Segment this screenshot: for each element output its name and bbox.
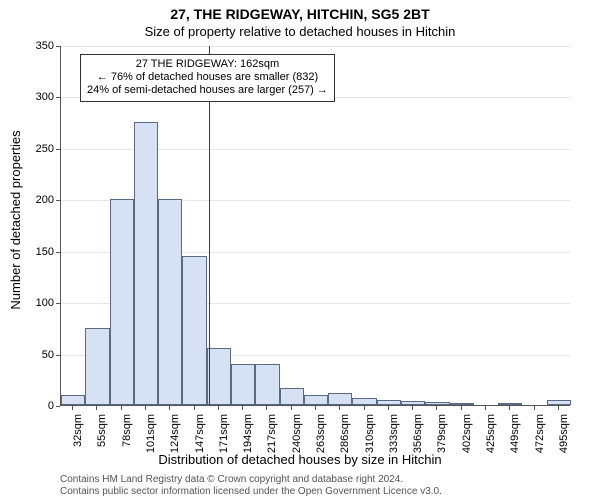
annotation-line: 24% of semi-detached houses are larger (… (87, 84, 328, 97)
y-tick-mark (56, 303, 60, 304)
annotation-box: 27 THE RIDGEWAY: 162sqm← 76% of detached… (80, 54, 335, 102)
y-tick-mark (56, 46, 60, 47)
x-tick-mark (72, 406, 73, 410)
y-tick-label: 200 (14, 194, 54, 206)
x-tick-label: 356sqm (412, 414, 424, 464)
x-tick-label: 147sqm (194, 414, 206, 464)
x-tick-label: 263sqm (315, 414, 327, 464)
chart-title-sub: Size of property relative to detached ho… (0, 24, 600, 39)
y-tick-label: 350 (14, 40, 54, 52)
x-tick-label: 379sqm (436, 414, 448, 464)
y-tick-label: 150 (14, 246, 54, 258)
x-tick-mark (485, 406, 486, 410)
bar (498, 403, 522, 405)
bar (61, 395, 85, 405)
x-tick-mark (461, 406, 462, 410)
bar (255, 364, 279, 405)
bar (182, 256, 206, 405)
x-tick-label: 449sqm (509, 414, 521, 464)
x-tick-label: 333sqm (388, 414, 400, 464)
footer-line-1: Contains HM Land Registry data © Crown c… (60, 474, 403, 485)
bar (352, 398, 376, 405)
x-tick-label: 472sqm (534, 414, 546, 464)
x-tick-mark (169, 406, 170, 410)
y-tick-label: 250 (14, 143, 54, 155)
bar (110, 199, 134, 405)
bar (85, 328, 109, 405)
x-tick-mark (291, 406, 292, 410)
bar (134, 122, 158, 405)
x-tick-mark (534, 406, 535, 410)
y-tick-mark (56, 149, 60, 150)
bar (401, 401, 425, 405)
x-tick-label: 310sqm (364, 414, 376, 464)
x-tick-mark (218, 406, 219, 410)
x-tick-label: 32sqm (72, 414, 84, 464)
x-tick-mark (388, 406, 389, 410)
x-tick-label: 495sqm (558, 414, 570, 464)
x-tick-mark (364, 406, 365, 410)
x-tick-label: 217sqm (266, 414, 278, 464)
y-tick-mark (56, 355, 60, 356)
bar (328, 393, 352, 405)
x-tick-label: 55sqm (96, 414, 108, 464)
bar (207, 348, 231, 405)
y-tick-mark (56, 252, 60, 253)
annotation-line: ← 76% of detached houses are smaller (83… (87, 71, 328, 84)
x-tick-mark (558, 406, 559, 410)
x-tick-mark (339, 406, 340, 410)
grid-line (61, 46, 570, 47)
x-tick-mark (412, 406, 413, 410)
bar (158, 199, 182, 405)
x-tick-label: 425sqm (485, 414, 497, 464)
bar (450, 403, 474, 405)
x-tick-mark (121, 406, 122, 410)
x-tick-label: 171sqm (218, 414, 230, 464)
x-tick-mark (266, 406, 267, 410)
x-tick-label: 194sqm (242, 414, 254, 464)
bar (547, 400, 571, 405)
bar (280, 388, 304, 405)
bar (304, 395, 328, 405)
x-tick-label: 402sqm (461, 414, 473, 464)
x-tick-mark (194, 406, 195, 410)
x-tick-mark (436, 406, 437, 410)
y-tick-label: 50 (14, 349, 54, 361)
bar (231, 364, 255, 405)
x-tick-label: 101sqm (145, 414, 157, 464)
annotation-line: 27 THE RIDGEWAY: 162sqm (87, 58, 328, 71)
x-tick-label: 124sqm (169, 414, 181, 464)
x-tick-mark (96, 406, 97, 410)
x-tick-mark (315, 406, 316, 410)
x-tick-label: 240sqm (291, 414, 303, 464)
y-tick-mark (56, 406, 60, 407)
bar (425, 402, 449, 405)
x-tick-mark (145, 406, 146, 410)
x-tick-label: 286sqm (339, 414, 351, 464)
bar (377, 400, 401, 405)
footer-line-2: Contains public sector information licen… (60, 486, 442, 497)
x-tick-mark (509, 406, 510, 410)
x-tick-label: 78sqm (121, 414, 133, 464)
y-tick-label: 100 (14, 297, 54, 309)
y-tick-mark (56, 200, 60, 201)
chart-title-main: 27, THE RIDGEWAY, HITCHIN, SG5 2BT (0, 6, 600, 22)
y-tick-mark (56, 97, 60, 98)
y-tick-label: 300 (14, 91, 54, 103)
y-tick-label: 0 (14, 400, 54, 412)
x-tick-mark (242, 406, 243, 410)
